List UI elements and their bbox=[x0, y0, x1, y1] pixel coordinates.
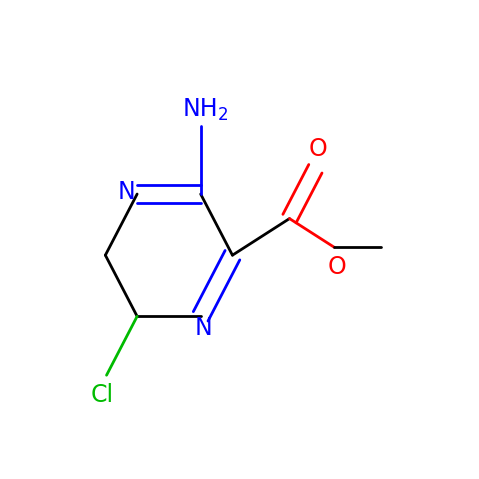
Text: Cl: Cl bbox=[90, 383, 114, 407]
Text: N: N bbox=[118, 181, 136, 205]
Text: O: O bbox=[308, 137, 327, 161]
Text: 2: 2 bbox=[218, 106, 228, 125]
Text: NH: NH bbox=[183, 97, 218, 121]
Text: O: O bbox=[327, 255, 346, 279]
Text: N: N bbox=[194, 316, 212, 340]
